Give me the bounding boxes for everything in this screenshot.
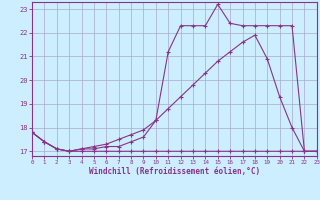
X-axis label: Windchill (Refroidissement éolien,°C): Windchill (Refroidissement éolien,°C) bbox=[89, 167, 260, 176]
